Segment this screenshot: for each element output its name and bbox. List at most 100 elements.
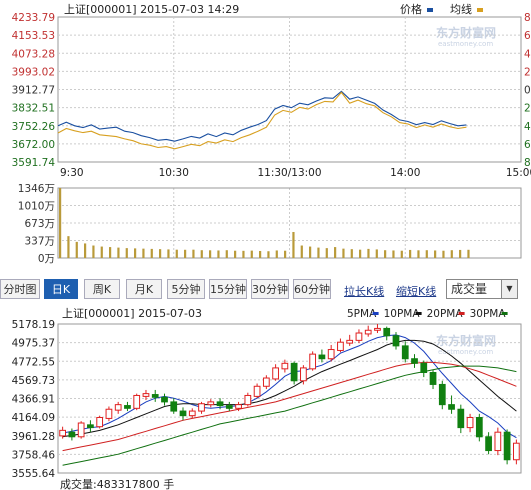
y-right-tick-label: 4	[524, 121, 531, 133]
candle-body	[105, 408, 113, 419]
ma-legend-label-0: 5PMA	[347, 308, 377, 320]
candle-body	[170, 401, 178, 412]
legend-label-0: 价格	[400, 2, 422, 16]
volume-bar	[125, 248, 128, 258]
tab-30min[interactable]: 30分钟	[251, 279, 289, 299]
candle-body	[179, 410, 187, 417]
legend-swatch-0	[427, 8, 433, 12]
candle-body	[355, 332, 363, 341]
ma-legend-swatch-3	[501, 312, 508, 315]
y-right-tick-label: 6	[524, 139, 531, 151]
y-tick-label: 3912.77	[12, 85, 55, 97]
volume-bar	[450, 250, 453, 258]
y-tick-label: 3752.26	[12, 121, 56, 133]
ma-line-20PMA	[62, 361, 517, 452]
tab-weekly-k[interactable]: 周K	[84, 279, 120, 299]
candle-body	[485, 436, 492, 452]
candle-body	[503, 431, 511, 461]
candle-body	[96, 417, 104, 428]
ma-legend-label-3: 30PMA	[470, 308, 507, 320]
volume-bar	[109, 247, 112, 258]
tab-daily-k[interactable]: 日K	[44, 279, 78, 299]
y-right-tick-label: 6	[524, 30, 531, 42]
volume-bar	[192, 249, 195, 258]
indicator-select[interactable]: 成交量 ▼	[446, 279, 518, 299]
y-tick-label: 4164.09	[12, 412, 55, 424]
candle-body	[309, 353, 317, 370]
y-tick-label: 4153.53	[12, 30, 55, 42]
candle-body	[114, 404, 122, 411]
y-tick-label: 3832.51	[12, 103, 55, 115]
y-right-tick-label: 8	[524, 12, 531, 24]
candle-body	[207, 401, 215, 406]
candle-body	[68, 431, 76, 438]
watermark: 东方财富网	[436, 333, 496, 348]
chevron-down-icon[interactable]: ▼	[501, 280, 517, 298]
y-right-tick-label: 2	[524, 66, 531, 78]
volume-bar	[309, 246, 312, 258]
candle-body	[318, 354, 326, 360]
chart-title: 上证[000001] 2015-07-03 14:29	[64, 3, 239, 16]
volume-readout: 成交量:483317800 手	[60, 477, 174, 490]
volume-bar	[217, 250, 220, 258]
volume-bar	[117, 247, 120, 258]
x-tick-label: 9:30	[60, 167, 84, 179]
candle-body	[142, 393, 150, 397]
y-right-tick-label: 2	[524, 103, 531, 115]
volume-bar	[84, 243, 87, 258]
volume-bar	[75, 241, 78, 258]
volume-bar	[284, 250, 287, 258]
candle-body	[253, 385, 261, 397]
candle-body	[457, 408, 465, 429]
series-line-1	[57, 91, 467, 150]
y-tick-label: 4233.79	[12, 12, 55, 24]
candle-body	[161, 396, 168, 403]
volume-bar	[167, 249, 170, 258]
candle-body	[188, 410, 196, 417]
tab-monthly-k[interactable]: 月K	[126, 279, 162, 299]
volume-tick-label: 337万	[24, 236, 55, 248]
candle-body	[420, 362, 428, 374]
x-tick-label: 15:00	[506, 167, 531, 179]
candle-body	[411, 358, 418, 364]
candle-body	[216, 401, 224, 407]
volume-bar	[175, 249, 178, 258]
candle-body	[448, 404, 455, 410]
volume-tick-label: 673万	[24, 218, 55, 230]
volume-bar	[367, 248, 370, 258]
ma-legend-swatch-0	[372, 312, 379, 315]
ma-line-10PMA	[62, 339, 517, 438]
watermark: 东方财富网	[436, 25, 496, 40]
tab-60min[interactable]: 60分钟	[293, 279, 331, 299]
volume-bar	[267, 251, 270, 258]
series-line-0	[57, 90, 467, 142]
y-tick-label: 3758.46	[12, 449, 56, 461]
volume-bar	[350, 249, 353, 258]
candle-body	[151, 394, 159, 398]
stretch-kline-link[interactable]: 拉长K线	[344, 285, 385, 298]
candle-body	[438, 383, 446, 406]
volume-bar	[67, 236, 70, 258]
candle-body	[59, 429, 67, 437]
tab-intraday[interactable]: 分时图	[0, 279, 40, 299]
candle-body	[124, 405, 131, 409]
volume-bar	[242, 250, 245, 258]
tab-15min[interactable]: 15分钟	[209, 279, 247, 299]
candle-body	[401, 345, 409, 360]
candle-body	[198, 403, 205, 412]
volume-bar	[200, 250, 203, 258]
y-tick-label: 4366.91	[12, 394, 55, 406]
y-tick-label: 3993.02	[12, 66, 55, 78]
volume-bar	[425, 250, 428, 258]
candle-body	[392, 335, 400, 347]
candle-body	[281, 362, 289, 370]
candle-body	[77, 422, 85, 438]
ma-legend-label-1: 10PMA	[384, 308, 421, 320]
x-tick-label: 11:30/13:00	[257, 167, 321, 179]
volume-bar	[392, 250, 395, 258]
chart-title: 上证[000001] 2015-07-03	[62, 307, 202, 320]
shrink-kline-link[interactable]: 缩短K线	[396, 285, 437, 298]
volume-bar	[142, 248, 145, 258]
candle-body	[244, 394, 252, 406]
tab-5min[interactable]: 5分钟	[167, 279, 205, 299]
